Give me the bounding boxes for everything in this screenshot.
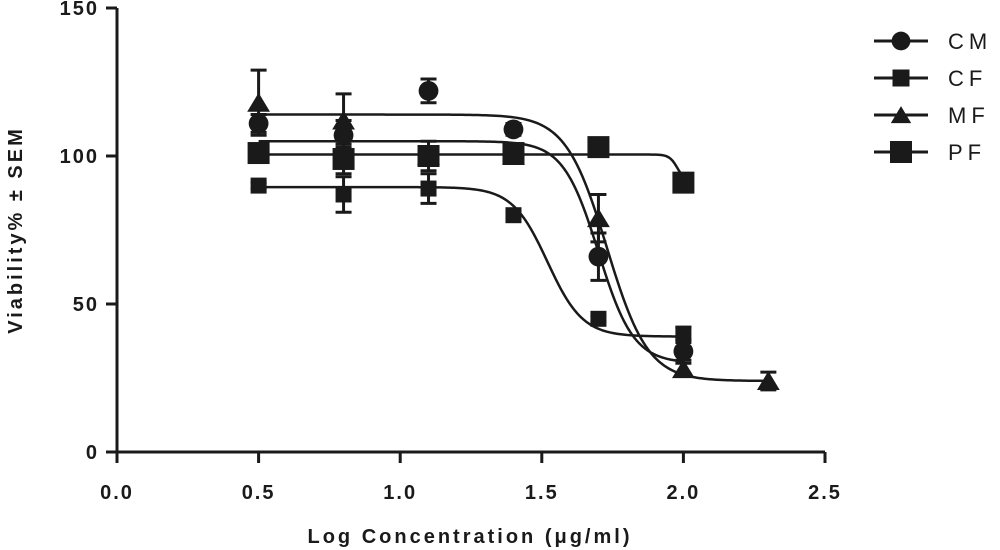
tick-labels: 0.0 0.5 1.0 1.5 2.0 2.5 0 50 100 150 (60, 0, 842, 504)
data-point-cm (248, 113, 269, 134)
x-tick-label-4: 2.0 (666, 482, 700, 504)
legend-label-cf: CF (948, 66, 987, 91)
data-point-pf (332, 147, 355, 170)
data-point-cf (420, 180, 437, 197)
data-point-mf (672, 359, 695, 379)
legend: CM CF MF PF (874, 29, 992, 165)
legend-item-cf: CF (874, 66, 987, 91)
data-point-cm (588, 246, 609, 267)
legend-label-mf: MF (948, 103, 990, 128)
data-point-cm (333, 125, 354, 146)
legend-label-cm: CM (948, 29, 992, 54)
data-point-cf (505, 207, 522, 224)
data-point-mf (587, 208, 610, 228)
legend-marker-pf (890, 141, 912, 163)
y-tick-label-1: 50 (73, 294, 99, 316)
data-point-cf (250, 177, 267, 194)
x-tick-label-5: 2.5 (808, 482, 842, 504)
fit-curve-cm (258, 139, 684, 363)
legend-marker-cm (891, 31, 911, 51)
data-point-mf (247, 92, 270, 112)
data-point-pf (587, 136, 610, 159)
data-point-pf (672, 171, 695, 194)
data-point-cm (418, 80, 439, 101)
fit-curve-pf (258, 153, 685, 178)
data-markers (247, 80, 780, 390)
legend-marker-mf (890, 106, 912, 124)
data-point-pf (417, 145, 440, 167)
data-point-cm (503, 119, 524, 140)
x-axis-label: Log Concentration (μg/ml) (308, 526, 633, 548)
data-point-cm (673, 341, 694, 362)
y-axis-label: Viability% ± SEM (5, 126, 27, 334)
data-point-pf (247, 142, 270, 165)
x-tick-label-0: 0.0 (100, 482, 134, 504)
y-tick-label-3: 150 (60, 0, 99, 20)
data-point-cf (590, 310, 607, 327)
x-tick-label-3: 1.5 (525, 482, 559, 504)
data-point-mf (332, 110, 355, 130)
data-point-cf (675, 325, 692, 342)
legend-item-cm: CM (874, 29, 992, 54)
y-tick-label-2: 100 (60, 146, 99, 168)
x-tick-label-1: 0.5 (242, 482, 276, 504)
legend-label-pf: PF (948, 140, 986, 165)
y-tick-label-0: 0 (86, 442, 99, 464)
data-point-cf (335, 186, 352, 203)
legend-item-pf: PF (874, 140, 986, 165)
data-point-mf (756, 371, 780, 390)
legend-item-mf: MF (874, 103, 990, 128)
axes (106, 6, 827, 463)
data-point-pf (502, 142, 525, 165)
legend-marker-cf (892, 69, 910, 87)
fit-curve-cf (258, 185, 684, 338)
x-tick-label-2: 1.0 (383, 482, 417, 504)
